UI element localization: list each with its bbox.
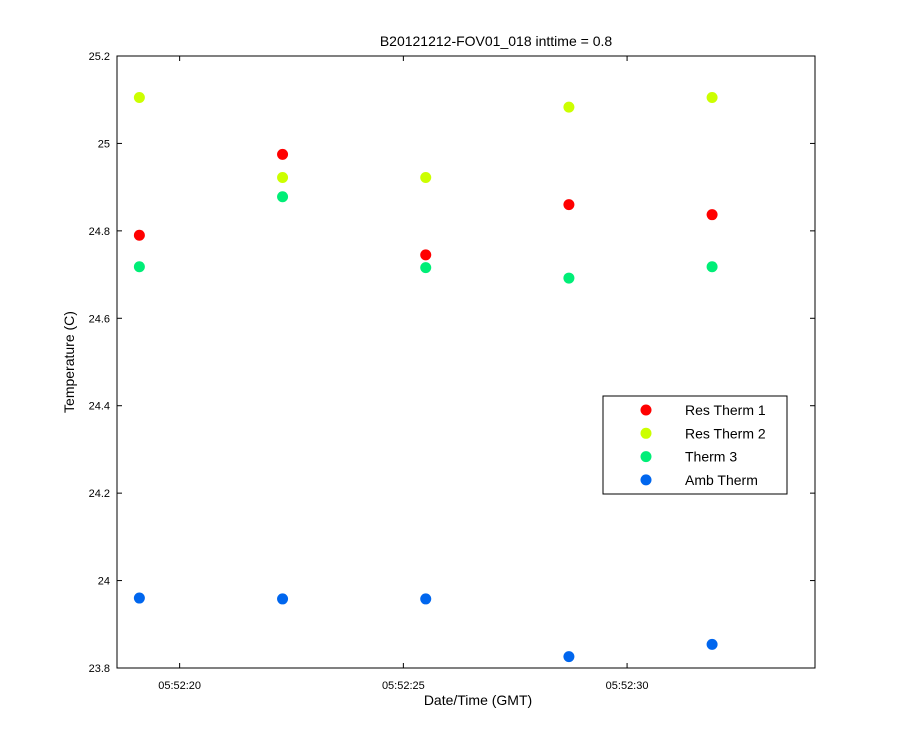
chart-title: B20121212-FOV01_018 inttime = 0.8 [380, 33, 613, 49]
point-therm-3 [277, 191, 289, 203]
point-res-therm-1 [277, 148, 289, 160]
y-tick-label: 25.2 [89, 51, 110, 63]
legend-label: Res Therm 2 [685, 425, 766, 441]
y-tick-label: 24.8 [89, 226, 110, 238]
y-tick-label: 24.6 [89, 313, 110, 325]
point-res-therm-1 [133, 229, 145, 241]
legend-marker [640, 474, 652, 486]
point-res-therm-2 [706, 92, 718, 104]
point-res-therm-1 [420, 249, 432, 261]
x-tick-label: 05:52:20 [158, 680, 201, 692]
point-res-therm-2 [563, 101, 575, 113]
x-axis-label: Date/Time (GMT) [424, 692, 532, 708]
point-therm-3 [706, 261, 718, 273]
legend-label: Amb Therm [685, 472, 758, 488]
point-res-therm-2 [420, 172, 432, 184]
y-tick-label: 24 [98, 576, 110, 588]
legend-marker [640, 451, 652, 463]
x-tick-label: 05:52:25 [382, 680, 425, 692]
x-axis: 05:52:20 05:52:25 05:52:30 [158, 56, 648, 692]
point-res-therm-2 [277, 172, 289, 184]
y-tick-label: 24.2 [89, 488, 110, 500]
legend-box [602, 395, 788, 495]
point-therm-3 [563, 272, 575, 284]
point-therm-3 [133, 261, 145, 273]
data-points [133, 92, 718, 663]
point-amb-therm [133, 592, 145, 604]
y-tick-label: 25 [98, 138, 110, 150]
legend-marker [640, 404, 652, 416]
y-axis: 23.8 24 24.2 24.4 24.6 24.8 25 25.2 [89, 51, 815, 675]
plot-area [116, 55, 816, 669]
point-amb-therm [277, 593, 289, 605]
point-therm-3 [420, 262, 432, 274]
point-res-therm-2 [133, 92, 145, 104]
y-tick-label: 24.4 [89, 401, 110, 413]
point-res-therm-1 [706, 209, 718, 221]
x-tick-label: 05:52:30 [606, 680, 649, 692]
legend: Res Therm 1 Res Therm 2 Therm 3 Amb Therm [602, 395, 788, 495]
point-amb-therm [563, 651, 575, 663]
y-axis-label: Temperature (C) [61, 311, 77, 413]
legend-label: Therm 3 [685, 449, 737, 465]
point-amb-therm [420, 593, 432, 605]
y-tick-label: 23.8 [89, 663, 110, 675]
point-amb-therm [706, 638, 718, 650]
legend-marker [640, 427, 652, 439]
point-res-therm-1 [563, 199, 575, 211]
legend-label: Res Therm 1 [685, 402, 766, 418]
